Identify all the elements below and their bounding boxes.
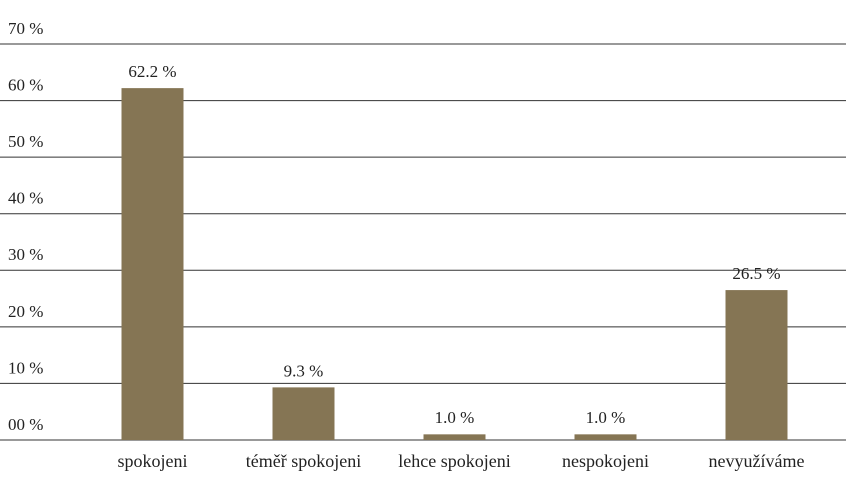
y-tick-label: 10 % bbox=[8, 358, 43, 377]
value-label: 9.3 % bbox=[284, 361, 324, 380]
bar bbox=[423, 434, 486, 440]
bar bbox=[725, 290, 788, 440]
value-label: 1.0 % bbox=[435, 408, 475, 427]
x-tick-label: spokojeni bbox=[117, 451, 188, 471]
x-tick-label: nevyužíváme bbox=[708, 451, 805, 471]
x-tick-label: téměř spokojeni bbox=[245, 451, 362, 471]
y-tick-label: 40 % bbox=[8, 189, 43, 208]
value-label: 1.0 % bbox=[586, 408, 626, 427]
y-tick-label: 00 % bbox=[8, 415, 43, 434]
y-tick-label: 70 % bbox=[8, 19, 43, 38]
x-tick-label: nespokojeni bbox=[562, 451, 649, 471]
bar bbox=[272, 387, 335, 440]
y-tick-label: 30 % bbox=[8, 245, 43, 264]
value-label: 62.2 % bbox=[128, 62, 176, 81]
bar bbox=[574, 434, 637, 440]
x-tick-label: lehce spokojeni bbox=[398, 451, 511, 471]
y-tick-label: 20 % bbox=[8, 302, 43, 321]
y-tick-label: 60 % bbox=[8, 75, 43, 94]
y-tick-label: 50 % bbox=[8, 132, 43, 151]
value-label: 26.5 % bbox=[732, 264, 780, 283]
bar bbox=[121, 88, 184, 440]
